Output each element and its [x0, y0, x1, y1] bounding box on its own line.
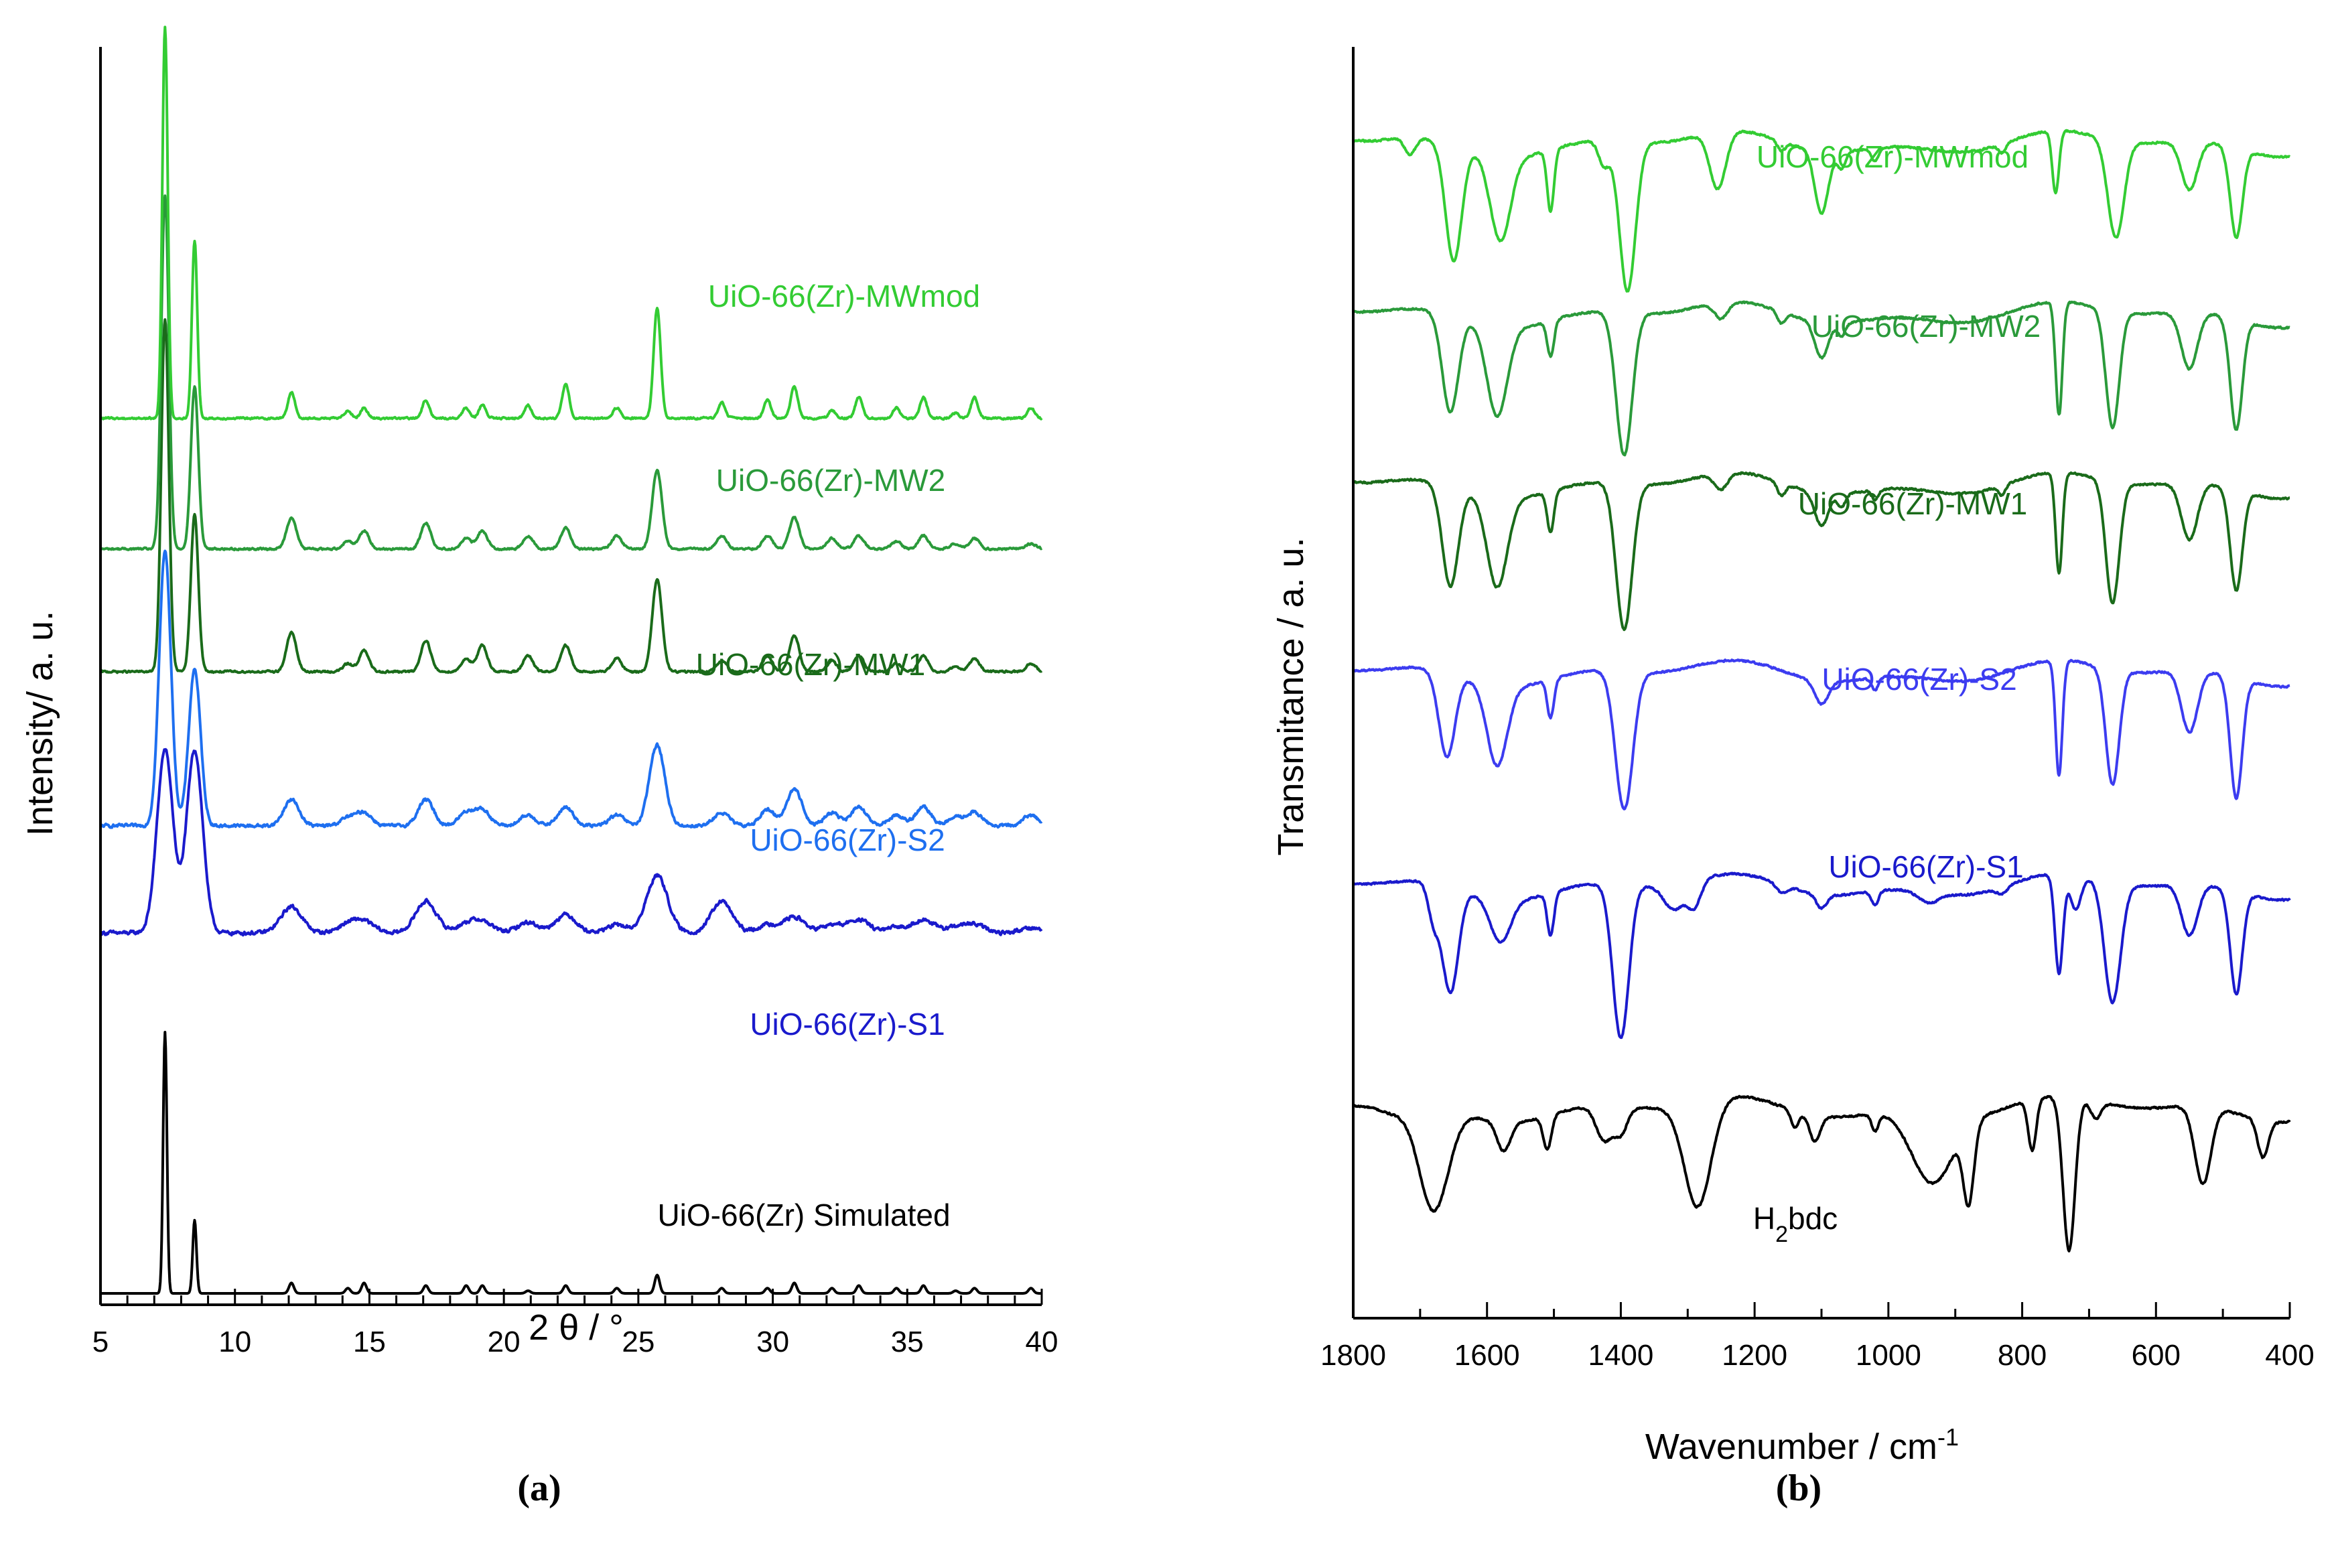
- ftir-label-h2bdc-sub: 2: [1775, 1222, 1788, 1247]
- ftir-label-uio-66-zr-s1: UiO-66(Zr)-S1: [1828, 849, 2023, 884]
- xrd-series-uio-66-zr-simulated: [100, 1031, 1042, 1295]
- x-tick-label: 15: [353, 1326, 386, 1358]
- panel-b-ticks: 1800 1600 1400 1200 1000 800 600 400: [1320, 1302, 2315, 1372]
- xrd-label-uio-66-zr-s1: UiO-66(Zr)-S1: [750, 1007, 945, 1042]
- xrd-label-uio-66-zr-mwmod: UiO-66(Zr)-MWmod: [708, 279, 980, 313]
- xrd-series-uio-66-zr-mw1: [100, 318, 1043, 674]
- xrd-label-uio-66-zr-mw2: UiO-66(Zr)-MW2: [716, 463, 945, 498]
- ftir-series-uio-66-zr-mw1: [1353, 471, 2290, 632]
- ftir-label-uio-66-zr-mw2: UiO-66(Zr)-MW2: [1811, 309, 2041, 344]
- ftir-label-uio-66-zr-mwmod: UiO-66(Zr)-MWmod: [1757, 139, 2028, 174]
- xrd-label-uio-66-zr-mw1: UiO-66(Zr)-MW1: [696, 647, 925, 682]
- x-tick-label: 400: [2265, 1339, 2314, 1372]
- panel-a-xrd-chart: UiO-66(Zr) Simulated UiO-66(Zr)-S1 UiO-66(…: [20, 25, 1058, 1509]
- ftir-label-uio-66-zr-mw1: UiO-66(Zr)-MW1: [1798, 486, 2027, 521]
- x-tick-label: 25: [622, 1326, 655, 1358]
- panel-b-caption: (b): [1776, 1468, 1821, 1509]
- xrd-label-uio-66-zr-s2: UiO-66(Zr)-S2: [750, 823, 945, 857]
- x-tick-label: 1800: [1320, 1339, 1386, 1372]
- x-tick-label: 600: [2132, 1339, 2181, 1372]
- ftir-series-uio-66-zr-s1: [1353, 871, 2291, 1040]
- ftir-series-uio-66-zr-mw2: [1352, 300, 2290, 457]
- panel-a-ticks: 5 10 15 20 25 30 35 40: [92, 1289, 1058, 1358]
- ftir-series-h2bdc: [1353, 1094, 2291, 1253]
- ftir-series-uio-66-zr-s2: [1353, 658, 2290, 810]
- panel-b-series-group: [1352, 129, 2291, 1253]
- x-tick-label: 1000: [1856, 1339, 1921, 1372]
- x-tick-label: 5: [92, 1326, 109, 1358]
- panel-a-caption: (a): [517, 1468, 561, 1509]
- panel-b-x-axis-title: Wavenumber / cm-1: [1645, 1423, 1959, 1468]
- ftir-series-uio-66-zr-mwmod: [1352, 129, 2291, 293]
- panel-a-series-group: [99, 25, 1043, 1295]
- ftir-label-h2bdc-rest: bdc: [1788, 1201, 1838, 1236]
- ftir-label-h2bdc-main: H: [1753, 1201, 1775, 1236]
- panel-a-x-axis-title: 2 θ / °: [529, 1307, 624, 1348]
- xrd-label-uio-66-zr-simulated: UiO-66(Zr) Simulated: [657, 1198, 950, 1232]
- x-tick-label: 1400: [1588, 1339, 1653, 1372]
- xrd-series-uio-66-zr-mw2: [99, 194, 1043, 552]
- x-tick-label: 800: [1998, 1339, 2047, 1372]
- xrd-series-uio-66-zr-s2: [99, 549, 1043, 829]
- x-tick-label: 40: [1026, 1326, 1058, 1358]
- x-tick-label: 35: [891, 1326, 924, 1358]
- x-tick-label: 10: [218, 1326, 251, 1358]
- x-tick-label: 1600: [1454, 1339, 1520, 1372]
- panel-b-y-axis-title: Transmitance / a. u.: [1271, 537, 1311, 855]
- panel-b-ftir-chart: H2bdc UiO-66(Zr)-S1 UiO-66(Zr)-S2 UiO-66(Zr…: [1271, 47, 2315, 1509]
- ftir-label-h2bdc: H2bdc: [1753, 1201, 1838, 1247]
- ftir-label-uio-66-zr-s2: UiO-66(Zr)-S2: [1821, 662, 2016, 697]
- xrd-series-uio-66-zr-s1: [99, 747, 1043, 937]
- x-tick-label: 20: [488, 1326, 521, 1358]
- xrd-series-uio-66-zr-mwmod: [99, 25, 1043, 421]
- panel-a-series-labels: UiO-66(Zr) Simulated UiO-66(Zr)-S1 UiO-66(…: [657, 279, 980, 1232]
- panel-b-x-axis-title-main: Wavenumber / cm: [1645, 1427, 1937, 1467]
- x-tick-label: 1200: [1722, 1339, 1787, 1372]
- panel-a-y-axis-title: Intensity/ a. u.: [20, 611, 60, 836]
- panel-b-series-labels: H2bdc UiO-66(Zr)-S1 UiO-66(Zr)-S2 UiO-66(Zr…: [1753, 139, 2041, 1247]
- panel-b-x-axis-title-sup: -1: [1937, 1423, 1959, 1451]
- x-tick-label: 30: [756, 1326, 789, 1358]
